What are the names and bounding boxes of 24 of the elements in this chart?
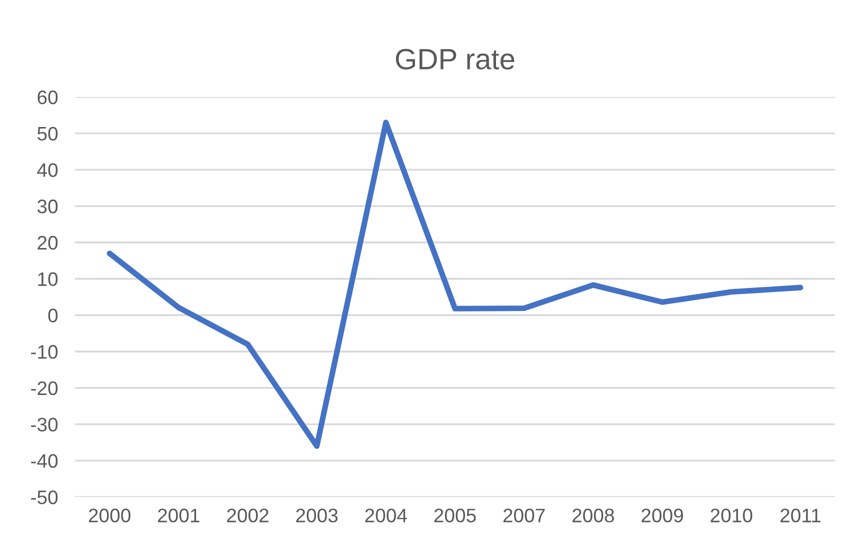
- x-tick-label: 2005: [434, 508, 476, 522]
- y-tick-label: 10: [38, 272, 58, 286]
- y-tick-label: 50: [37, 126, 58, 141]
- x-tick-label: 2003: [296, 508, 338, 522]
- y-tick-label: -50: [31, 490, 58, 504]
- x-tick-label: 2008: [572, 508, 614, 522]
- x-tick-label: 2001: [158, 508, 200, 522]
- x-tick-label: 2007: [503, 508, 545, 522]
- y-tick-label: 0: [48, 308, 58, 322]
- y-tick-label: 40: [37, 163, 58, 177]
- y-tick-label: -20: [31, 381, 58, 396]
- x-tick-label: 2000: [88, 508, 130, 522]
- x-tick-label: 2010: [710, 508, 752, 522]
- chart-title: GDP rate: [396, 48, 514, 70]
- x-tick-label: 2009: [642, 508, 683, 522]
- x-tick-label: 2004: [365, 508, 407, 522]
- y-tick-label: -30: [31, 418, 58, 432]
- x-tick-label: 2011: [780, 508, 820, 522]
- x-tick-label: 2002: [227, 508, 268, 522]
- y-tick-label: 60: [38, 90, 58, 104]
- y-tick-label: 30: [37, 200, 58, 214]
- y-tick-label: -40: [31, 454, 58, 468]
- y-tick-label: -10: [31, 345, 58, 359]
- y-tick-label: 20: [38, 236, 58, 250]
